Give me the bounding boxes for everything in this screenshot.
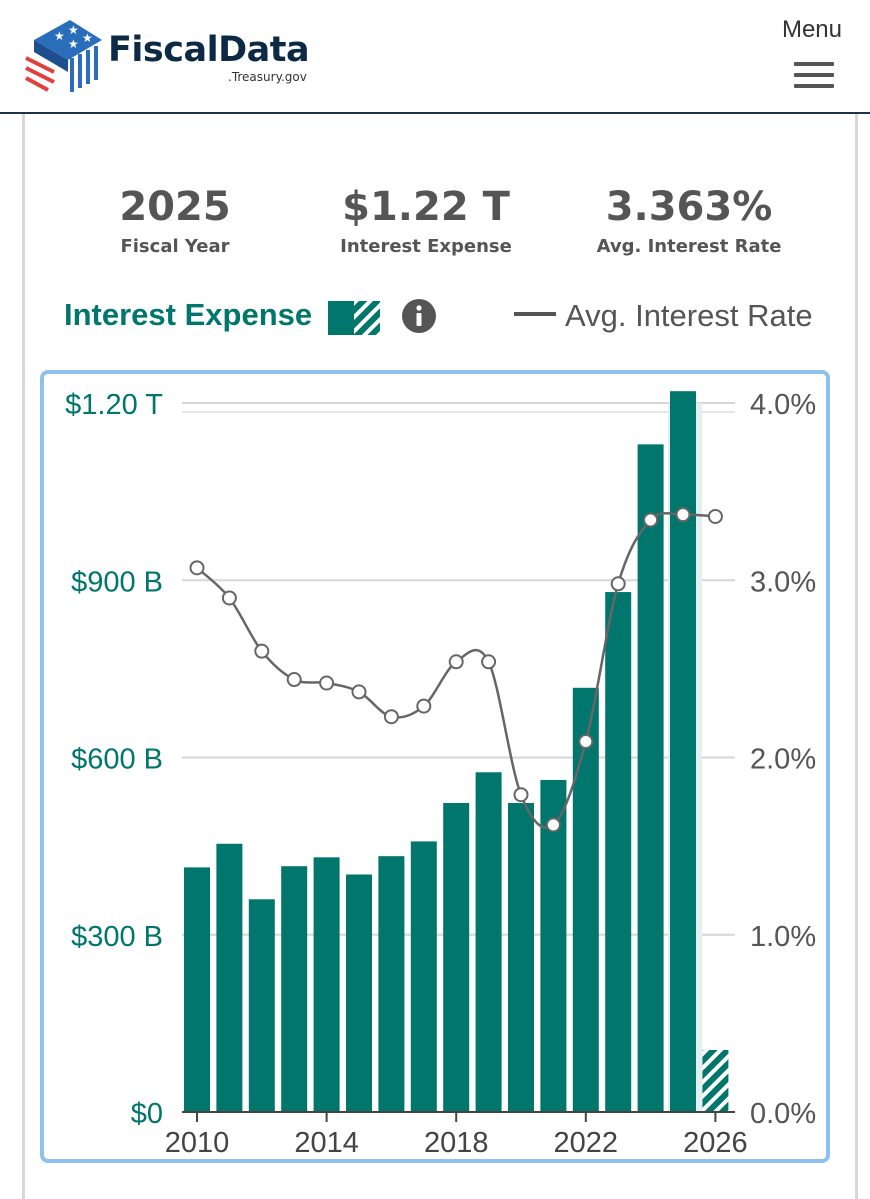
y-left-tick-label: $1.20 T — [65, 389, 163, 421]
avg-rate-point[interactable] — [286, 672, 302, 688]
stat-avg-interest-rate: 3.363% Avg. Interest Rate — [574, 184, 804, 257]
chart-card — [22, 114, 858, 1199]
x-tick-label: 2022 — [554, 1127, 619, 1159]
y-left-tick-label: $300 B — [71, 921, 163, 953]
bar[interactable] — [281, 866, 308, 1112]
brand-name: FiscalData — [108, 30, 310, 70]
bar[interactable] — [410, 841, 437, 1112]
avg-rate-point[interactable] — [351, 684, 367, 700]
avg-rate-point[interactable] — [610, 576, 626, 592]
bar[interactable] — [378, 856, 405, 1112]
y-right-tick-label: 2.0% — [750, 744, 816, 776]
stat-value: $1.22 T — [342, 184, 510, 230]
brand-subtitle: .Treasury.gov — [228, 70, 307, 84]
logo-mark-icon: ★ ★ ★ ★ — [25, 20, 102, 92]
bar[interactable] — [216, 843, 243, 1112]
bar[interactable] — [248, 899, 275, 1112]
avg-rate-point[interactable] — [189, 560, 205, 576]
avg-rate-point[interactable] — [254, 643, 270, 659]
svg-text:★: ★ — [54, 29, 65, 43]
avg-rate-point[interactable] — [221, 590, 237, 606]
avg-rate-point[interactable] — [643, 512, 659, 528]
y-right-tick-label: 4.0% — [750, 389, 816, 421]
y-right-tick-label: 3.0% — [750, 566, 816, 598]
info-icon[interactable] — [400, 297, 438, 335]
site-header: ★ ★ ★ ★ FiscalData .Treasury.gov Menu — [0, 0, 870, 114]
stat-fiscal-year: 2025 Fiscal Year — [95, 184, 255, 257]
bar[interactable] — [475, 772, 502, 1112]
y-right-tick-label: 0.0% — [750, 1098, 816, 1130]
bar[interactable] — [670, 391, 696, 1112]
chart-frame[interactable] — [40, 370, 830, 1163]
svg-text:★: ★ — [82, 31, 93, 45]
avg-rate-point[interactable] — [675, 507, 691, 523]
svg-text:★: ★ — [68, 37, 79, 51]
bar[interactable] — [605, 592, 632, 1112]
avg-rate-point[interactable] — [707, 508, 723, 524]
menu-button[interactable]: Menu — [780, 16, 850, 96]
y-left-tick-label: $0 — [131, 1098, 163, 1130]
bar[interactable] — [637, 444, 664, 1112]
svg-text:★: ★ — [68, 23, 79, 37]
stat-interest-expense: $1.22 T Interest Expense — [316, 184, 536, 257]
avg-rate-point[interactable] — [319, 675, 335, 691]
y-right-tick-label: 1.0% — [750, 921, 816, 953]
x-tick-label: 2018 — [424, 1127, 489, 1159]
stat-label: Fiscal Year — [120, 236, 230, 257]
bar[interactable] — [313, 857, 340, 1112]
bar[interactable] — [443, 802, 470, 1112]
avg-rate-point[interactable] — [416, 698, 432, 714]
x-tick-label: 2010 — [165, 1127, 230, 1159]
stat-label: Interest Expense — [340, 236, 512, 257]
x-tick-label: 2026 — [683, 1127, 748, 1159]
menu-label: Menu — [781, 16, 842, 43]
stat-value: 3.363% — [605, 184, 773, 230]
avg-rate-point[interactable] — [448, 654, 464, 670]
avg-rate-point[interactable] — [513, 787, 529, 803]
bar[interactable] — [572, 687, 599, 1112]
avg-rate-point[interactable] — [578, 734, 594, 750]
fiscaldata-logo[interactable]: ★ ★ ★ ★ — [24, 14, 324, 94]
avg-rate-point[interactable] — [383, 709, 399, 725]
stat-value: 2025 — [119, 184, 231, 230]
y-left-tick-label: $900 B — [71, 566, 163, 598]
legend-avg-interest-rate: Avg. Interest Rate — [565, 298, 813, 333]
legend-interest-expense: Interest Expense — [64, 297, 313, 332]
avg-rate-point[interactable] — [545, 817, 561, 833]
bar[interactable] — [508, 802, 534, 1112]
stat-label: Avg. Interest Rate — [596, 236, 782, 257]
bar[interactable] — [184, 867, 210, 1112]
avg-rate-point[interactable] — [481, 654, 497, 670]
legend-bar-swatch-icon — [328, 301, 380, 335]
bar[interactable] — [346, 874, 372, 1112]
bar-partial-year[interactable] — [702, 1049, 729, 1112]
bar[interactable] — [540, 779, 567, 1112]
x-tick-label: 2014 — [294, 1127, 359, 1159]
legend-line-icon — [514, 312, 556, 316]
y-left-tick-label: $600 B — [71, 744, 163, 776]
